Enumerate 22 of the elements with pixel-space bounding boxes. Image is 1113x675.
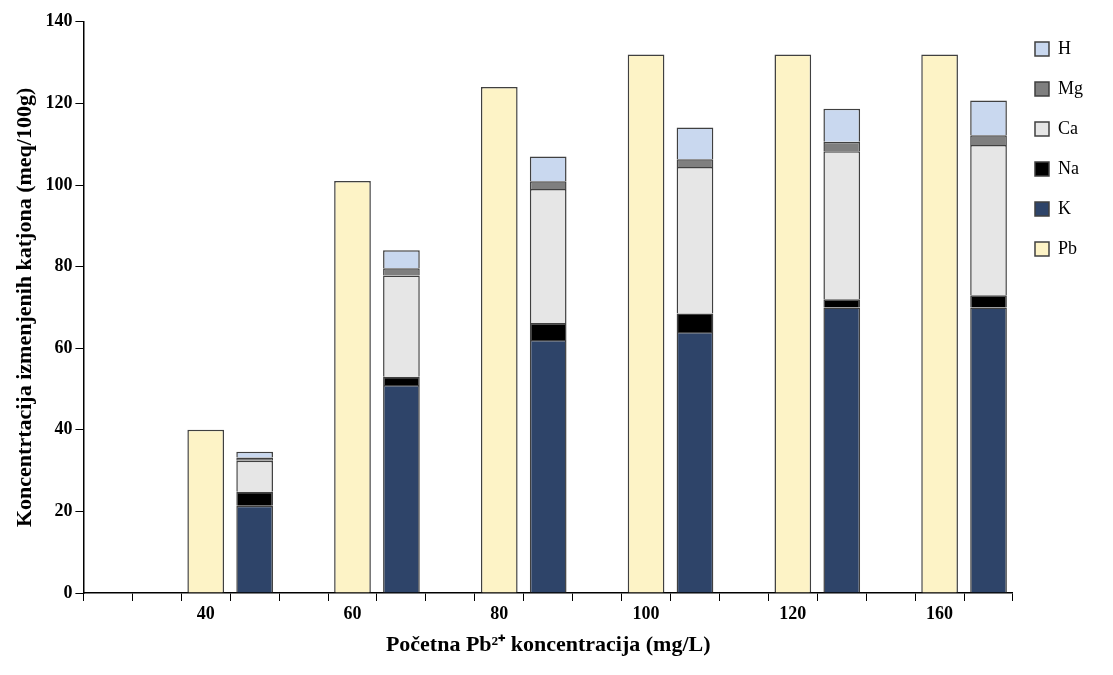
x-axis-title: Početna Pb²⁺ koncentracija (mg/L) (385, 631, 711, 657)
legend-label: Pb (1058, 237, 1078, 258)
x-tick-label: 160 (926, 603, 954, 624)
y-tick-label: 20 (54, 500, 73, 521)
x-tick-label: 120 (779, 603, 807, 624)
x-tick-label: 40 (196, 603, 215, 624)
y-axis-title: Koncentrtacija izmenjenih katjona (meq/100g) (10, 87, 36, 528)
y-tick-label: 120 (45, 92, 73, 113)
legend-label: Na (1058, 157, 1079, 178)
legend-label: H (1058, 37, 1071, 58)
y-tick-label: 60 (54, 336, 73, 357)
y-tick-label: 80 (54, 255, 73, 276)
x-tick-label: 100 (632, 603, 660, 624)
legend-label: K (1058, 197, 1071, 218)
legend-label: Ca (1058, 117, 1078, 138)
y-tick-label: 0 (63, 581, 73, 602)
y-tick-label: 140 (45, 10, 73, 31)
x-tick-label: 60 (343, 603, 362, 624)
legend-label: Mg (1058, 77, 1084, 98)
y-tick-label: 40 (54, 418, 73, 439)
y-tick-label: 100 (45, 173, 73, 194)
x-tick-label: 80 (490, 603, 509, 624)
